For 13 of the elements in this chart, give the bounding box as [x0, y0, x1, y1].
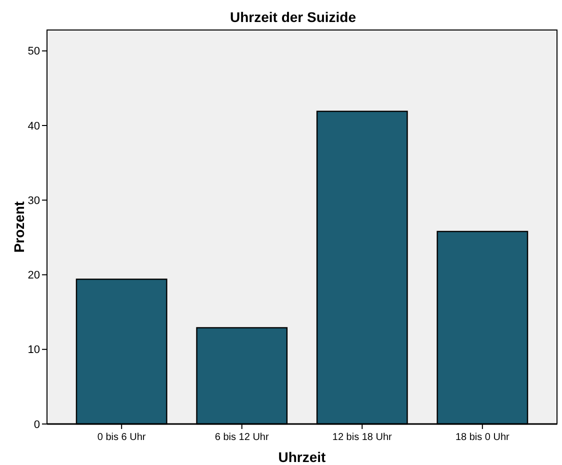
x-axis-title: Uhrzeit — [278, 449, 326, 465]
x-tick-label: 6 bis 12 Uhr — [214, 432, 270, 443]
x-tick-label: 18 bis 0 Uhr — [455, 432, 510, 443]
x-tick-label: 0 bis 6 Uhr — [97, 432, 146, 443]
y-tick-label: 40 — [28, 120, 40, 132]
chart-title: Uhrzeit der Suizide — [230, 9, 356, 25]
y-tick-label: 50 — [28, 46, 40, 58]
y-tick-label: 0 — [34, 418, 40, 431]
x-tick-label: 12 bis 18 Uhr — [332, 432, 393, 443]
y-tick-label: 10 — [28, 344, 40, 356]
y-axis-title: Prozent — [11, 200, 27, 253]
y-tick-label: 30 — [28, 194, 40, 207]
y-tick-label: 20 — [28, 270, 40, 282]
